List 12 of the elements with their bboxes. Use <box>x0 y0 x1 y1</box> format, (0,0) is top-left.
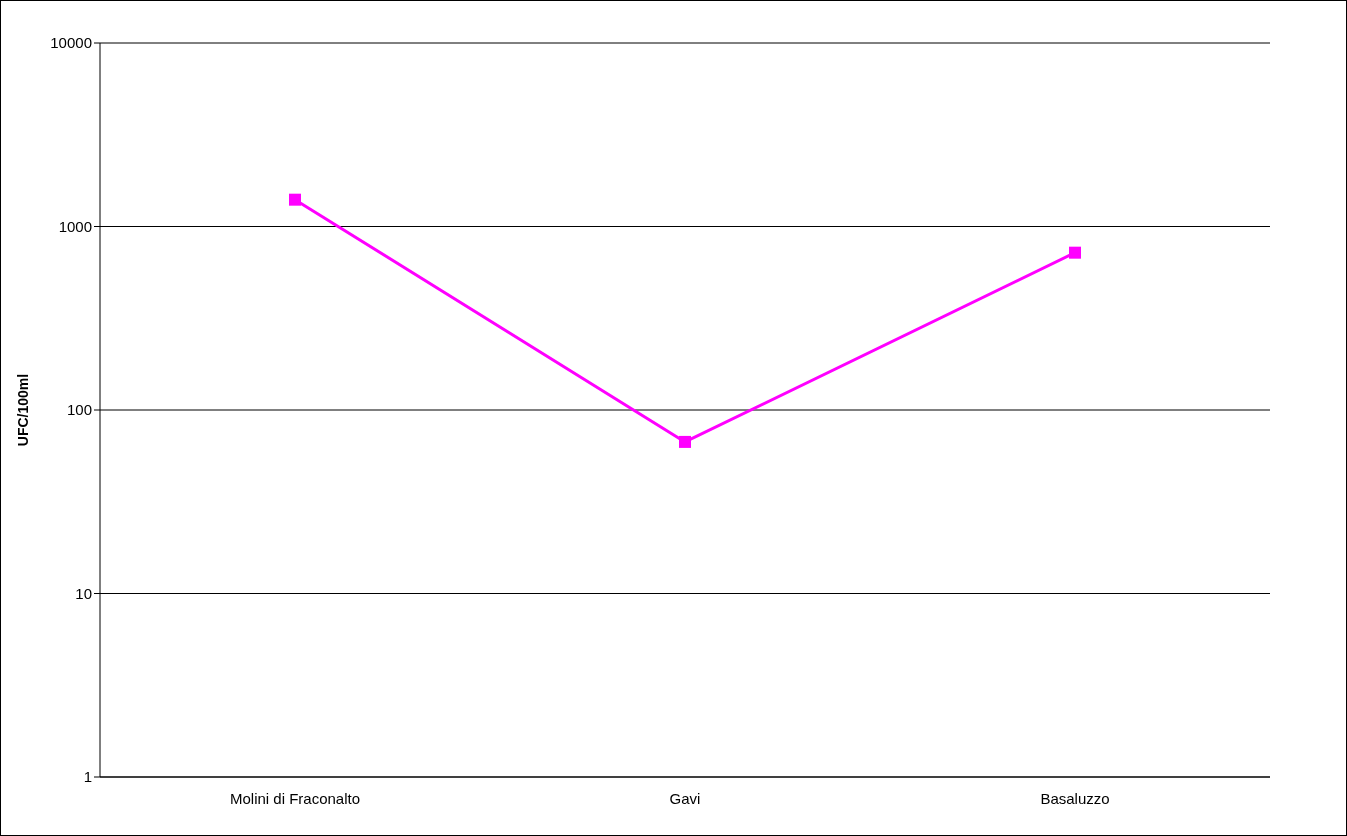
y-tick-label: 10 <box>75 584 92 602</box>
y-tick-label: 10000 <box>50 34 92 52</box>
x-tick-label: Basaluzzo <box>1040 789 1110 807</box>
y-axis-title: UFC/100ml <box>14 373 31 447</box>
x-tick-label: Molini di Fraconalto <box>229 789 361 807</box>
y-tick-label: 1000 <box>58 217 92 235</box>
x-tick-label: Gavi <box>669 789 701 807</box>
point <box>289 193 301 206</box>
y-tick-label: 1 <box>83 768 92 786</box>
y-tick-label: 100 <box>66 401 92 419</box>
point <box>679 435 691 448</box>
point <box>1069 246 1081 259</box>
